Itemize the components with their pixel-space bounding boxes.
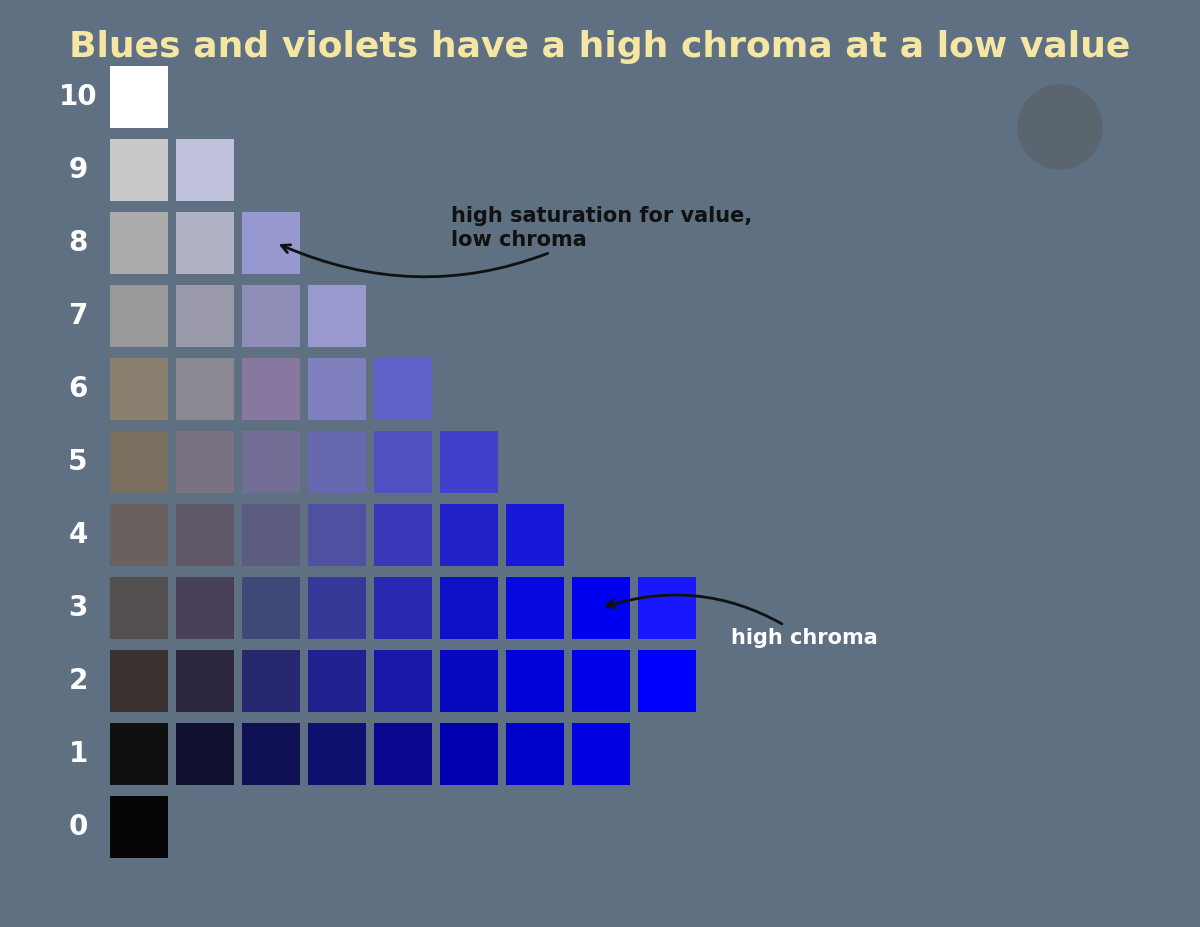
FancyBboxPatch shape: [374, 650, 432, 712]
FancyBboxPatch shape: [440, 723, 498, 785]
FancyBboxPatch shape: [308, 358, 366, 420]
FancyBboxPatch shape: [110, 504, 168, 566]
FancyBboxPatch shape: [242, 358, 300, 420]
FancyBboxPatch shape: [506, 723, 564, 785]
FancyBboxPatch shape: [176, 358, 234, 420]
FancyBboxPatch shape: [374, 358, 432, 420]
FancyBboxPatch shape: [176, 723, 234, 785]
FancyBboxPatch shape: [176, 504, 234, 566]
FancyBboxPatch shape: [506, 577, 564, 639]
Text: 10: 10: [59, 83, 97, 111]
Text: 6: 6: [68, 375, 88, 403]
FancyBboxPatch shape: [110, 285, 168, 347]
Text: 5: 5: [68, 448, 88, 476]
FancyBboxPatch shape: [440, 431, 498, 493]
FancyBboxPatch shape: [110, 66, 168, 128]
FancyBboxPatch shape: [110, 650, 168, 712]
FancyBboxPatch shape: [440, 577, 498, 639]
FancyBboxPatch shape: [242, 504, 300, 566]
FancyBboxPatch shape: [242, 723, 300, 785]
Circle shape: [1018, 85, 1102, 169]
FancyBboxPatch shape: [110, 431, 168, 493]
FancyBboxPatch shape: [242, 650, 300, 712]
Text: 1: 1: [68, 740, 88, 768]
Text: Blues and violets have a high chroma at a low value: Blues and violets have a high chroma at …: [70, 30, 1130, 64]
FancyBboxPatch shape: [242, 431, 300, 493]
FancyBboxPatch shape: [176, 139, 234, 201]
FancyBboxPatch shape: [374, 723, 432, 785]
FancyBboxPatch shape: [506, 504, 564, 566]
FancyBboxPatch shape: [506, 650, 564, 712]
FancyBboxPatch shape: [242, 212, 300, 274]
FancyBboxPatch shape: [308, 577, 366, 639]
Text: 2: 2: [68, 667, 88, 695]
FancyBboxPatch shape: [440, 650, 498, 712]
Text: 3: 3: [68, 594, 88, 622]
FancyBboxPatch shape: [176, 577, 234, 639]
FancyBboxPatch shape: [374, 577, 432, 639]
FancyBboxPatch shape: [374, 431, 432, 493]
FancyBboxPatch shape: [572, 650, 630, 712]
FancyBboxPatch shape: [308, 650, 366, 712]
FancyBboxPatch shape: [242, 577, 300, 639]
FancyBboxPatch shape: [374, 504, 432, 566]
Text: high saturation for value,
low chroma: high saturation for value, low chroma: [281, 207, 752, 277]
Text: 7: 7: [68, 302, 88, 330]
Text: 9: 9: [68, 156, 88, 184]
FancyBboxPatch shape: [110, 723, 168, 785]
FancyBboxPatch shape: [110, 139, 168, 201]
FancyBboxPatch shape: [176, 650, 234, 712]
FancyBboxPatch shape: [176, 212, 234, 274]
FancyBboxPatch shape: [308, 285, 366, 347]
FancyBboxPatch shape: [110, 796, 168, 858]
FancyBboxPatch shape: [110, 212, 168, 274]
FancyBboxPatch shape: [308, 504, 366, 566]
FancyBboxPatch shape: [638, 577, 696, 639]
FancyBboxPatch shape: [638, 650, 696, 712]
FancyBboxPatch shape: [242, 285, 300, 347]
FancyBboxPatch shape: [176, 431, 234, 493]
FancyBboxPatch shape: [110, 358, 168, 420]
Text: 0: 0: [68, 813, 88, 841]
FancyBboxPatch shape: [572, 577, 630, 639]
FancyBboxPatch shape: [308, 723, 366, 785]
FancyBboxPatch shape: [176, 285, 234, 347]
FancyBboxPatch shape: [440, 504, 498, 566]
FancyBboxPatch shape: [308, 431, 366, 493]
Text: high chroma: high chroma: [607, 595, 877, 648]
Text: 8: 8: [68, 229, 88, 257]
FancyBboxPatch shape: [110, 577, 168, 639]
FancyBboxPatch shape: [572, 723, 630, 785]
Text: 4: 4: [68, 521, 88, 549]
